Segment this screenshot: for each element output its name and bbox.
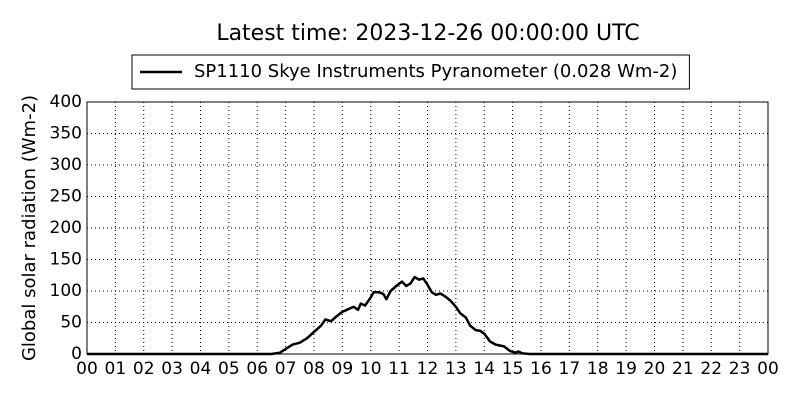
x-tick-label: 21	[672, 359, 694, 379]
x-tick-label: 17	[559, 359, 581, 379]
y-tick-label: 50	[60, 313, 82, 333]
x-tick-label: 00	[757, 359, 779, 379]
legend-label: SP1110 Skye Instruments Pyranometer (0.0…	[194, 61, 677, 82]
x-tick-label: 06	[246, 359, 268, 379]
y-tick-label: 100	[50, 281, 82, 301]
y-tick-label: 350	[50, 124, 82, 144]
x-tick-label: 12	[417, 359, 439, 379]
x-tick-label: 04	[190, 359, 212, 379]
x-tick-label: 10	[360, 359, 382, 379]
x-tick-label: 15	[502, 359, 524, 379]
x-tick-label: 07	[275, 359, 297, 379]
x-tick-label: 01	[105, 359, 127, 379]
x-tick-label: 00	[76, 359, 98, 379]
data-line	[87, 275, 768, 356]
y-tick-label: 300	[50, 155, 82, 175]
plot-frame	[86, 101, 769, 355]
y-tick-label: 0	[71, 344, 82, 364]
x-tick-label: 02	[133, 359, 155, 379]
y-tick-label: 250	[50, 187, 82, 207]
x-tick-label: 16	[530, 359, 552, 379]
x-tick-label: 19	[615, 359, 637, 379]
x-tick-label: 09	[332, 359, 354, 379]
x-tick-label: 22	[700, 359, 722, 379]
x-tick-label: 23	[729, 359, 751, 379]
x-tick-label: 08	[303, 359, 325, 379]
y-tick-label: 200	[50, 218, 82, 238]
x-tick-label: 03	[161, 359, 183, 379]
y-axis-label: Global solar radiation (Wm-2)	[19, 95, 40, 361]
y-tick-label: 150	[50, 250, 82, 270]
x-tick-label: 14	[473, 359, 495, 379]
y-tick-label: 400	[50, 92, 82, 112]
x-tick-label: 20	[644, 359, 666, 379]
legend-box	[131, 54, 690, 90]
x-tick-label: 13	[445, 359, 467, 379]
x-tick-label: 18	[587, 359, 609, 379]
x-tick-label: 11	[388, 359, 410, 379]
chart-title: Latest time: 2023-12-26 00:00:00 UTC	[216, 21, 639, 46]
x-tick-label: 05	[218, 359, 240, 379]
